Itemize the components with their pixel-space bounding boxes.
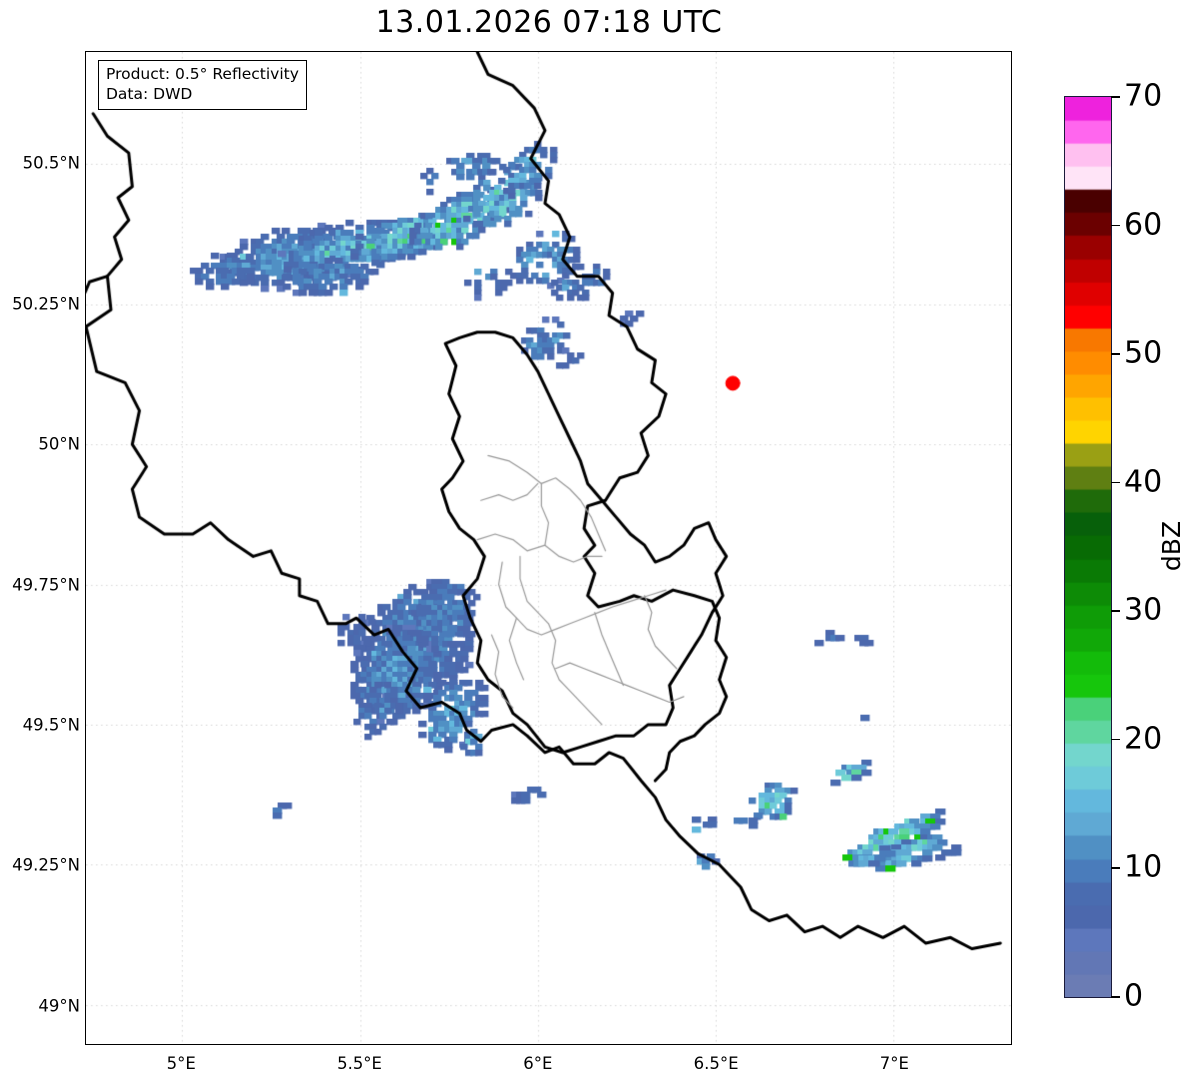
colorbar-tick-70 <box>1111 96 1120 98</box>
x-tick-label-3: 6.5°E <box>693 1054 739 1073</box>
colorbar-tick-10 <box>1111 867 1120 870</box>
colorbar-label-10: 10 <box>1124 849 1163 885</box>
colorbar-tick-60 <box>1111 224 1120 227</box>
colorbar-label-70: 70 <box>1124 78 1163 114</box>
data-source-line: Data: DWD <box>106 84 193 103</box>
map-plot-area[interactable]: Product: 0.5° Reflectivity Data: DWD <box>85 51 1012 1045</box>
colorbar-tick-20 <box>1111 738 1120 741</box>
colorbar-label-60: 60 <box>1124 207 1163 243</box>
y-tick-label-2: 50°N <box>38 434 80 454</box>
colorbar-label-40: 40 <box>1124 464 1163 500</box>
y-tick-label-4: 49.5°N <box>22 715 80 735</box>
colorbar-tick-50 <box>1111 353 1120 355</box>
colorbar[interactable] <box>1064 96 1112 998</box>
y-tick-label-6: 49°N <box>38 996 80 1016</box>
x-tick-label-0: 5°E <box>166 1054 196 1073</box>
colorbar-label-20: 20 <box>1124 721 1163 757</box>
colorbar-tick-0 <box>1111 996 1120 998</box>
colorbar-label-50: 50 <box>1124 335 1163 371</box>
x-tick-label-1: 5.5°E <box>337 1054 382 1073</box>
y-tick-label-1: 50.25°N <box>12 294 80 314</box>
product-line: Product: 0.5° Reflectivity <box>106 65 299 83</box>
colorbar-tick-30 <box>1111 610 1120 612</box>
y-tick-label-3: 49.75°N <box>12 575 80 594</box>
colorbar-title: dBZ <box>1157 520 1186 572</box>
x-tick-label-4: 7°E <box>879 1054 909 1073</box>
radar-reflectivity-canvas[interactable] <box>86 52 1011 1044</box>
colorbar-label-0: 0 <box>1124 978 1144 1014</box>
y-tick-label-0: 50.5°N <box>22 153 80 173</box>
page-title: 13.01.2026 07:18 UTC <box>375 5 723 40</box>
product-info-box: Product: 0.5° Reflectivity Data: DWD <box>98 60 307 110</box>
colorbar-tick-40 <box>1111 481 1120 484</box>
y-tick-label-5: 49.25°N <box>12 855 80 875</box>
colorbar-label-30: 30 <box>1124 592 1163 628</box>
colorbar-gradient <box>1065 97 1111 997</box>
x-tick-label-2: 6°E <box>523 1054 553 1073</box>
